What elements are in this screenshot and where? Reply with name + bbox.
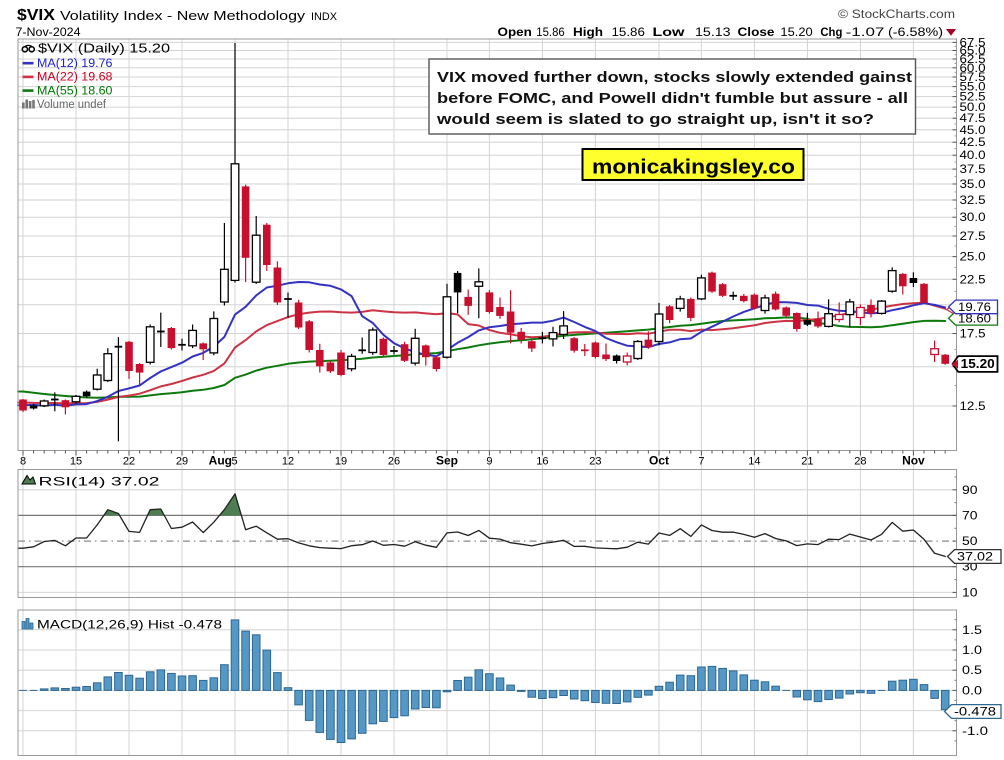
svg-text:15.13: 15.13 [695, 27, 731, 39]
svg-text:16: 16 [536, 456, 548, 468]
svg-text:© StockCharts.com: © StockCharts.com [838, 9, 955, 21]
svg-text:18.60: 18.60 [958, 313, 991, 325]
svg-text:32.5: 32.5 [960, 195, 986, 207]
svg-text:17.5: 17.5 [960, 329, 986, 341]
svg-text:MA(22) 19.68: MA(22) 19.68 [37, 72, 113, 84]
svg-text:70: 70 [962, 510, 978, 522]
svg-text:-1.0: -1.0 [962, 726, 988, 738]
svg-text:monicakingsley.co: monicakingsley.co [592, 156, 795, 179]
svg-text:26: 26 [388, 456, 400, 468]
svg-text:-1.07: -1.07 [846, 27, 885, 39]
svg-text:37.02: 37.02 [957, 552, 993, 564]
svg-text:50.0: 50.0 [960, 102, 986, 114]
svg-text:25.0: 25.0 [960, 252, 986, 264]
svg-text:Sep: Sep [436, 454, 458, 468]
svg-text:37.5: 37.5 [960, 164, 986, 176]
svg-text:12: 12 [282, 456, 294, 468]
svg-text:62.5: 62.5 [960, 54, 986, 66]
svg-text:15.20: 15.20 [780, 27, 812, 39]
svg-text:7-Nov-2024: 7-Nov-2024 [16, 27, 82, 39]
svg-text:45.0: 45.0 [960, 125, 986, 137]
svg-text:19.76: 19.76 [958, 302, 991, 314]
svg-text:21: 21 [801, 456, 813, 468]
svg-text:22: 22 [123, 456, 135, 468]
svg-text:$VIX (Daily) 15.20: $VIX (Daily) 15.20 [38, 41, 170, 56]
svg-text:15.20: 15.20 [961, 357, 995, 371]
svg-text:9: 9 [486, 456, 492, 468]
svg-text:would seem is slated to go str: would seem is slated to go straight up, … [436, 111, 874, 128]
svg-text:Aug: Aug [209, 454, 232, 468]
svg-text:30: 30 [962, 562, 978, 574]
svg-text:1.5: 1.5 [962, 625, 982, 637]
svg-text:5: 5 [231, 456, 237, 468]
svg-text:8: 8 [20, 456, 26, 468]
svg-text:High: High [573, 27, 603, 39]
svg-text:28: 28 [854, 456, 866, 468]
svg-text:55.0: 55.0 [960, 82, 986, 94]
svg-text:67.5: 67.5 [960, 37, 986, 49]
svg-text:Volatility Index - New Methodo: Volatility Index - New Methodology [60, 8, 306, 23]
svg-text:90: 90 [962, 485, 978, 497]
svg-text:Close: Close [738, 27, 775, 39]
svg-text:0.0: 0.0 [962, 685, 982, 697]
svg-text:52.5: 52.5 [960, 92, 986, 104]
svg-text:30.0: 30.0 [960, 212, 986, 224]
svg-text:1.0: 1.0 [962, 645, 982, 657]
svg-text:MACD(12,26,9) Hist -0.478: MACD(12,26,9) Hist -0.478 [37, 618, 222, 632]
svg-text:MA(12) 19.76: MA(12) 19.76 [37, 58, 113, 70]
svg-text:0.5: 0.5 [962, 665, 982, 677]
svg-text:35.0: 35.0 [960, 179, 986, 191]
svg-text:7: 7 [698, 456, 704, 468]
svg-text:29: 29 [176, 456, 188, 468]
svg-text:$VIX: $VIX [17, 7, 56, 24]
svg-text:VIX moved further down, stocks: VIX moved further down, stocks slowly ex… [437, 69, 912, 86]
svg-text:57.5: 57.5 [960, 72, 986, 84]
svg-text:50: 50 [962, 536, 978, 548]
svg-text:40.0: 40.0 [960, 150, 986, 162]
svg-text:12.5: 12.5 [960, 401, 986, 413]
svg-text:47.5: 47.5 [960, 113, 986, 125]
svg-text:22.5: 22.5 [960, 274, 986, 286]
svg-text:10: 10 [962, 587, 978, 599]
svg-text:19: 19 [335, 456, 347, 468]
svg-text:before FOMC, and Powell didn't: before FOMC, and Powell didn't fumble bu… [437, 90, 908, 107]
svg-text:15.86: 15.86 [536, 27, 564, 39]
svg-text:42.5: 42.5 [960, 137, 986, 149]
svg-text:-0.478: -0.478 [954, 707, 996, 719]
svg-text:RSI(14) 37.02: RSI(14) 37.02 [39, 475, 161, 489]
svg-text:MA(55) 18.60: MA(55) 18.60 [37, 85, 113, 97]
svg-text:27.5: 27.5 [960, 231, 986, 243]
svg-text:15.86: 15.86 [612, 27, 645, 39]
svg-text:60.0: 60.0 [960, 63, 986, 75]
svg-text:Oct: Oct [649, 454, 669, 468]
svg-text:Volume undef: Volume undef [37, 99, 107, 111]
svg-text:(-6.58%): (-6.58%) [888, 27, 943, 39]
svg-text:23: 23 [589, 456, 601, 468]
svg-text:65.0: 65.0 [960, 46, 986, 58]
svg-text:INDX: INDX [311, 11, 338, 23]
svg-text:15: 15 [70, 456, 82, 468]
svg-text:Open: Open [498, 27, 532, 39]
svg-text:14: 14 [748, 456, 760, 468]
svg-text:Chg: Chg [820, 27, 842, 39]
svg-text:Low: Low [653, 27, 685, 39]
svg-text:Nov: Nov [902, 454, 925, 468]
